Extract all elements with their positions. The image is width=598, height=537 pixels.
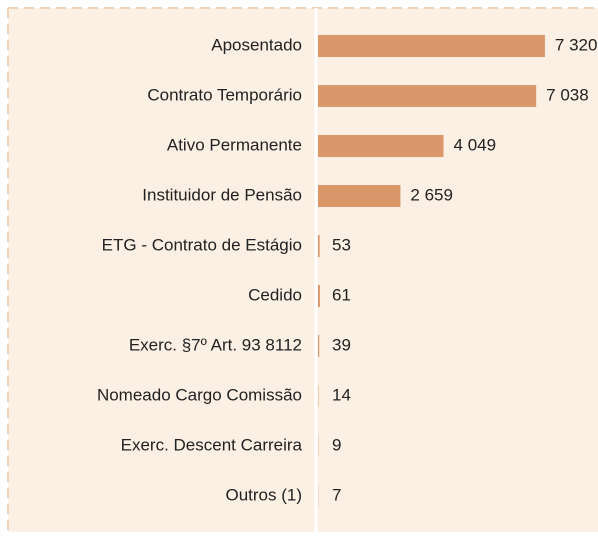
bar [318,135,444,157]
bar [318,335,319,357]
category-label: ETG - Contrato de Estágio [102,235,302,254]
category-label: Ativo Permanente [167,135,302,154]
value-label: 61 [332,285,351,304]
bar [318,185,400,207]
value-label: 2 659 [410,185,453,204]
bar [318,85,536,107]
category-label: Aposentado [211,35,302,54]
value-label: 7 [332,485,341,504]
value-label: 39 [332,335,351,354]
value-label: 4 049 [454,135,497,154]
category-label: Outros (1) [225,485,302,504]
category-label: Exerc. §7º Art. 93 8112 [129,335,302,354]
bar [318,285,320,307]
value-label: 7 320 [555,35,598,54]
value-label: 14 [332,385,351,404]
category-label: Instituidor de Pensão [142,185,302,204]
category-label: Contrato Temporário [147,85,302,104]
category-label: Nomeado Cargo Comissão [97,385,302,404]
category-label: Cedido [248,285,302,304]
value-label: 9 [332,435,341,454]
bar [318,35,545,57]
value-label: 53 [332,235,351,254]
bar [318,235,320,257]
category-label: Exerc. Descent Carreira [121,435,303,454]
value-label: 7 038 [546,85,589,104]
